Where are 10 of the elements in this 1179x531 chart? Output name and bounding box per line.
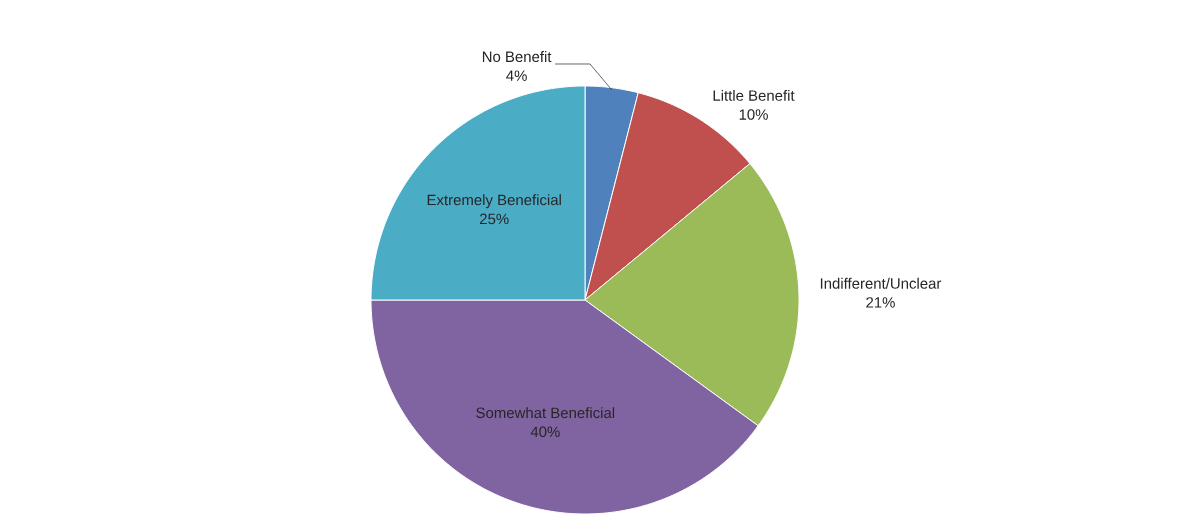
data-label: 10% [739,109,768,120]
slice-label: Extremely Beneficial [427,194,561,209]
data-label: 21% [866,297,895,308]
slice-label: Somewhat Beneficial [476,407,615,419]
slice-label: Indifferent/Unclear [820,277,942,289]
data-label: 40% [530,426,560,438]
slice-label: Little Benefit [713,89,795,101]
slice-label: No Benefit [482,51,552,63]
data-label: 4% [506,70,527,81]
data-label: 25% [480,213,509,225]
